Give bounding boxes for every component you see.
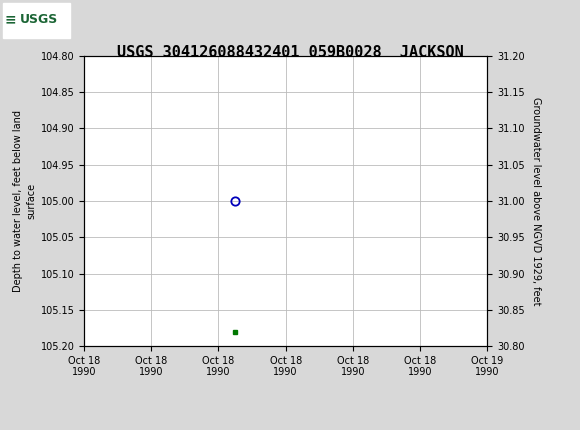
FancyBboxPatch shape bbox=[3, 3, 70, 37]
Y-axis label: Depth to water level, feet below land
surface: Depth to water level, feet below land su… bbox=[13, 110, 37, 292]
Y-axis label: Groundwater level above NGVD 1929, feet: Groundwater level above NGVD 1929, feet bbox=[531, 97, 542, 305]
Text: USGS 304126088432401 059B0028  JACKSON: USGS 304126088432401 059B0028 JACKSON bbox=[117, 45, 463, 60]
Text: USGS: USGS bbox=[20, 13, 59, 26]
Text: ≡: ≡ bbox=[4, 12, 16, 27]
